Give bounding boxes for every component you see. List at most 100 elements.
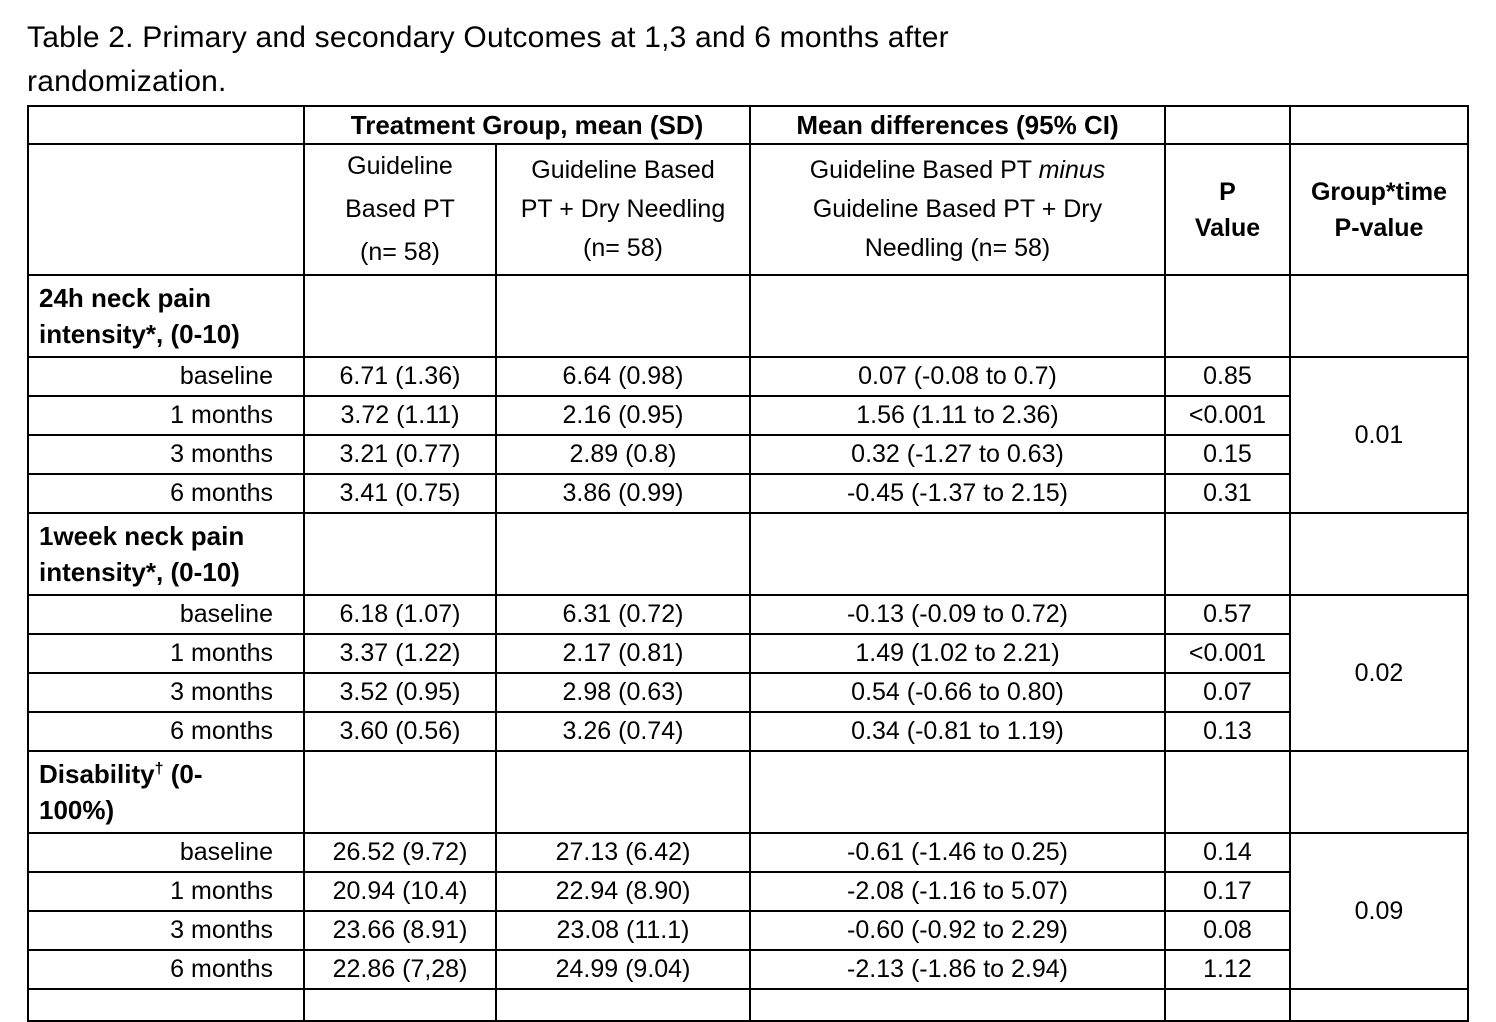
empty-cell [749,274,1166,358]
data-row: 6 months 22.86 (7,28) 24.99 (9.04) -2.13… [27,949,1468,990]
p-value-cell: <0.001 [1164,633,1291,674]
pt-mean-cell: 26.52 (9.72) [303,832,497,873]
empty-header-cell [1164,105,1291,145]
mean-diff-cell: -0.13 (-0.09 to 0.72) [749,594,1166,635]
pt-mean-cell: 20.94 (10.4) [303,871,497,912]
pt-mean-cell: 3.72 (1.11) [303,395,497,436]
empty-cell [495,988,751,1022]
p-value-cell: 1.12 [1164,949,1291,990]
pt-mean-cell: 3.37 (1.22) [303,633,497,674]
p-value-cell: 0.57 [1164,594,1291,635]
mean-diff-cell: -0.61 (-1.46 to 0.25) [749,832,1166,873]
data-row: baseline 26.52 (9.72) 27.13 (6.42) -0.61… [27,832,1469,990]
time-label: 1 months [27,871,305,912]
p-value-cell: 0.13 [1164,711,1291,752]
time-label: 1 months [27,633,305,674]
diff-formula-text: Guideline Based PT [809,156,1039,184]
empty-cell [303,512,497,596]
mean-diff-cell: -2.13 (-1.86 to 2.94) [749,949,1166,990]
group-time-p-cell: 0.02 [1289,594,1469,752]
diff-formula-text: Guideline Based PT + Dry Needling (n= 58… [812,195,1103,262]
mean-diff-cell: 0.34 (-0.81 to 1.19) [749,711,1166,752]
header-guideline-dry-needling: Guideline Based PT + Dry Needling (n= 58… [495,143,751,276]
data-row: baseline 6.71 (1.36) 6.64 (0.98) 0.07 (-… [27,356,1469,514]
data-row: 3 months 23.66 (8.91) 23.08 (11.1) -0.60… [27,910,1468,951]
pt-mean-cell: 23.66 (8.91) [303,910,497,951]
time-label: baseline [27,356,305,397]
dn-mean-cell: 24.99 (9.04) [495,949,751,990]
header-mean-diff-formula: Guideline Based PT minus Guideline Based… [749,143,1166,276]
time-label: baseline [27,594,305,635]
dn-mean-cell: 2.98 (0.63) [495,672,751,713]
section-label-24h-neck-pain: 24h neck pain intensity*, (0-10) [27,274,305,358]
data-row: baseline 6.18 (1.07) 6.31 (0.72) -0.13 (… [27,594,1469,752]
minus-italic: minus [1038,156,1106,184]
data-row: 3 months 3.21 (0.77) 2.89 (0.8) 0.32 (-1… [27,434,1468,475]
dn-mean-cell: 2.89 (0.8) [495,434,751,475]
p-value-cell: 0.14 [1164,832,1291,873]
empty-cell [1289,512,1469,596]
group-time-p-cell: 0.01 [1289,356,1469,514]
mean-diff-cell: 0.07 (-0.08 to 0.7) [749,356,1166,397]
pt-mean-cell: 3.60 (0.56) [303,711,497,752]
empty-cell [1289,274,1469,358]
dagger-superscript: † [154,760,164,778]
empty-cell [27,988,305,1022]
empty-cell [1289,750,1469,834]
empty-cell [303,750,497,834]
data-row: 1 months 20.94 (10.4) 22.94 (8.90) -2.08… [27,871,1468,912]
pt-mean-cell: 6.71 (1.36) [303,356,497,397]
empty-cell [1164,750,1291,834]
empty-cell [749,512,1166,596]
mean-diff-cell: 1.56 (1.11 to 2.36) [749,395,1166,436]
empty-cell [495,750,751,834]
time-label: 6 months [27,473,305,514]
empty-cell [1164,988,1291,1022]
time-label: 6 months [27,949,305,990]
p-value-cell: <0.001 [1164,395,1291,436]
data-row: 1 months 3.37 (1.22) 2.17 (0.81) 1.49 (1… [27,633,1468,674]
empty-cell [749,750,1166,834]
empty-corner-cell [27,105,305,145]
dn-mean-cell: 22.94 (8.90) [495,871,751,912]
empty-cell [749,988,1166,1022]
empty-cell [1164,512,1291,596]
empty-cell [303,274,497,358]
header-row-columns: Guideline Based PT (n= 58) Guideline Bas… [27,143,1469,276]
p-value-cell: 0.85 [1164,356,1291,397]
p-value-cell: 0.15 [1164,434,1291,475]
time-label: 3 months [27,434,305,475]
pt-mean-cell: 6.18 (1.07) [303,594,497,635]
time-label: 1 months [27,395,305,436]
section-header-row: Disability† (0- 100%) [27,750,1469,834]
dn-mean-cell: 6.64 (0.98) [495,356,751,397]
header-row-groups: Treatment Group, mean (SD) Mean differen… [27,105,1469,145]
p-value-cell: 0.31 [1164,473,1291,514]
mean-diff-cell: -2.08 (-1.16 to 5.07) [749,871,1166,912]
data-row: 1 months 3.72 (1.11) 2.16 (0.95) 1.56 (1… [27,395,1468,436]
dn-mean-cell: 6.31 (0.72) [495,594,751,635]
data-row: 3 months 3.52 (0.95) 2.98 (0.63) 0.54 (-… [27,672,1468,713]
dn-mean-cell: 3.86 (0.99) [495,473,751,514]
empty-header-cell [1289,105,1469,145]
p-value-cell: 0.08 [1164,910,1291,951]
header-treatment-group: Treatment Group, mean (SD) [303,105,751,145]
pt-mean-cell: 3.52 (0.95) [303,672,497,713]
table-title: Table 2. Primary and secondary Outcomes … [27,21,949,98]
section-label-disability: Disability† (0- 100%) [27,750,305,834]
dn-mean-cell: 23.08 (11.1) [495,910,751,951]
time-label: 6 months [27,711,305,752]
data-row: 6 months 3.41 (0.75) 3.86 (0.99) -0.45 (… [27,473,1468,514]
time-label: 3 months [27,672,305,713]
header-group-time: Group*time P-value [1289,143,1469,276]
dn-mean-cell: 27.13 (6.42) [495,832,751,873]
empty-cell [1289,988,1469,1022]
section-header-row: 1week neck pain intensity*, (0-10) [27,512,1469,596]
empty-cell [1164,274,1291,358]
section-label-1week-neck-pain: 1week neck pain intensity*, (0-10) [27,512,305,596]
dn-mean-cell: 2.16 (0.95) [495,395,751,436]
time-label: baseline [27,832,305,873]
empty-header-cell [27,143,305,276]
dn-mean-cell: 3.26 (0.74) [495,711,751,752]
